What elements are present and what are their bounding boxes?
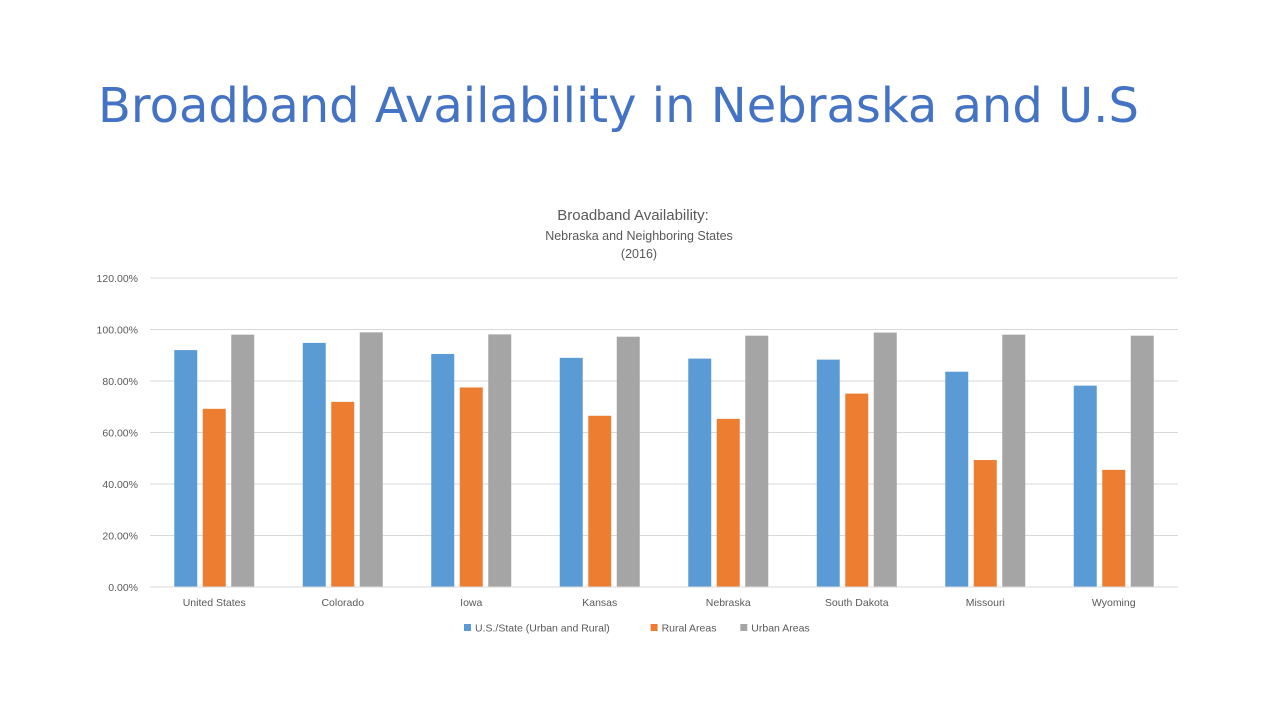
- bar: [559, 357, 583, 587]
- x-tick-label: United States: [183, 597, 246, 609]
- legend-swatch: [740, 624, 748, 631]
- bar: [359, 332, 383, 587]
- x-axis: United States Colorado Iowa Kansas Nebraska S…: [150, 586, 1178, 609]
- y-tick-label: 60.00%: [102, 428, 138, 440]
- bar: [488, 334, 512, 587]
- y-axis: 0.00% 20.00% 40.00% 60.00% 80.00% 100.00% 120.…: [97, 273, 138, 594]
- x-tick-label: Kansas: [582, 597, 617, 609]
- bar: [845, 393, 869, 587]
- x-tick-label: Iowa: [460, 597, 482, 609]
- y-tick-label: 80.00%: [102, 376, 138, 388]
- y-tick-label: 20.00%: [102, 531, 138, 543]
- bars: [174, 332, 1154, 587]
- x-tick-label: Missouri: [966, 597, 1005, 609]
- bar: [174, 350, 198, 587]
- bar: [231, 334, 255, 587]
- y-tick-label: 40.00%: [102, 479, 138, 491]
- bar: [331, 401, 355, 587]
- legend-swatch: [650, 624, 658, 631]
- bar: [1073, 385, 1097, 587]
- bar: [588, 415, 612, 587]
- bar: [816, 359, 840, 587]
- slide-title: Broadband Availability in Nebraska and U…: [98, 78, 1139, 134]
- bar: [1002, 334, 1026, 587]
- bar: [1102, 469, 1126, 587]
- chart-subtitle-line-1: Nebraska and Neighboring States: [545, 229, 733, 243]
- bar: [688, 358, 712, 587]
- bar: [973, 460, 997, 587]
- bar: [716, 418, 740, 587]
- chart-subtitle-line-2: (2016): [621, 247, 657, 261]
- bar: [616, 336, 640, 587]
- bar: [302, 342, 326, 587]
- y-tick-label: 0.00%: [108, 582, 138, 594]
- bar: [873, 332, 897, 587]
- legend-label: Rural Areas: [662, 623, 717, 635]
- chart-title: Broadband Availability:: [557, 207, 709, 224]
- bar: [459, 387, 483, 587]
- bar: [745, 335, 769, 587]
- y-tick-label: 100.00%: [97, 325, 138, 337]
- bar: [202, 408, 226, 587]
- y-tick-label: 120.00%: [97, 273, 138, 285]
- bar: [945, 371, 969, 587]
- legend-swatch: [464, 624, 471, 631]
- legend-label: Urban Areas: [751, 623, 809, 635]
- x-tick-label: Wyoming: [1092, 597, 1136, 609]
- bar: [431, 353, 455, 587]
- x-tick-label: South Dakota: [825, 597, 889, 609]
- bar: [1130, 335, 1154, 587]
- x-tick-label: Colorado: [321, 597, 364, 609]
- legend-label: U.S./State (Urban and Rural): [475, 623, 610, 635]
- x-tick-label: Nebraska: [706, 597, 751, 609]
- legend: U.S./State (Urban and Rural) Rural Areas U…: [464, 623, 810, 635]
